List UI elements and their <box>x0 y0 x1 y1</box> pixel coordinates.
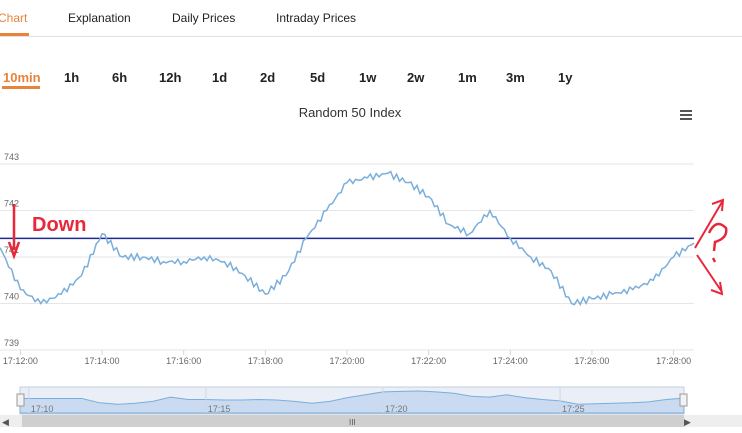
tab-daily-prices[interactable]: Daily Prices <box>172 11 236 25</box>
navigator-tick-label: 17:10 <box>31 404 54 414</box>
scrollbar-grip-icon: III <box>349 418 356 427</box>
x-tick-label: 17:12:00 <box>3 356 38 366</box>
x-tick-label: 17:22:00 <box>411 356 446 366</box>
tab-intraday-prices[interactable]: Intraday Prices <box>276 11 357 25</box>
navigator-tick-label: 17:15 <box>208 404 231 414</box>
y-tick-label: 739 <box>4 338 19 348</box>
active-range-indicator <box>2 86 40 89</box>
range-6h[interactable]: 6h <box>112 70 128 85</box>
navigator-tick-label: 17:20 <box>385 404 408 414</box>
scroll-left-arrow-icon[interactable]: ◀ <box>2 417 9 427</box>
range-2w[interactable]: 2w <box>407 70 425 85</box>
range-1w[interactable]: 1w <box>359 70 377 85</box>
annotation-down-label: Down <box>32 214 87 236</box>
y-tick-label: 742 <box>4 199 19 209</box>
navigator-right-handle[interactable] <box>679 393 688 407</box>
range-12h[interactable]: 12h <box>159 70 182 85</box>
navigator-tick-label: 17:25 <box>562 404 585 414</box>
x-tick-label: 17:26:00 <box>574 356 609 366</box>
down-right-arrow-icon <box>696 254 724 296</box>
question-mark-icon <box>707 222 728 263</box>
x-tick-label: 17:20:00 <box>329 356 364 366</box>
range-1y[interactable]: 1y <box>558 70 573 85</box>
chart-title: Random 50 Index <box>298 105 402 120</box>
y-tick-label: 743 <box>4 152 19 162</box>
range-1h[interactable]: 1h <box>64 70 80 85</box>
x-tick-label: 17:24:00 <box>493 356 528 366</box>
tab-explanation[interactable]: Explanation <box>68 11 131 25</box>
range-2d[interactable]: 2d <box>260 70 276 85</box>
tab-chart[interactable]: Chart <box>0 11 28 25</box>
x-tick-label: 17:28:00 <box>656 356 691 366</box>
range-3m[interactable]: 3m <box>506 70 525 85</box>
x-tick-label: 17:18:00 <box>248 356 283 366</box>
range-10min[interactable]: 10min <box>3 70 41 85</box>
x-tick-label: 17:14:00 <box>85 356 120 366</box>
range-1d[interactable]: 1d <box>212 70 228 85</box>
range-1m[interactable]: 1m <box>458 70 477 85</box>
y-tick-label: 740 <box>4 292 19 302</box>
range-5d[interactable]: 5d <box>310 70 326 85</box>
tab-bar: Chart Explanation Daily Prices Intraday … <box>0 0 742 37</box>
scroll-right-arrow-icon[interactable]: ▶ <box>684 417 691 427</box>
navigator-left-handle[interactable] <box>16 393 25 407</box>
series-line <box>0 170 695 307</box>
active-tab-indicator <box>0 33 29 36</box>
hamburger-menu-icon[interactable] <box>680 110 692 120</box>
scrollbar-thumb[interactable] <box>22 415 684 427</box>
x-tick-label: 17:16:00 <box>166 356 201 366</box>
up-arrow-icon <box>694 198 725 249</box>
down-arrow-icon <box>7 204 21 260</box>
